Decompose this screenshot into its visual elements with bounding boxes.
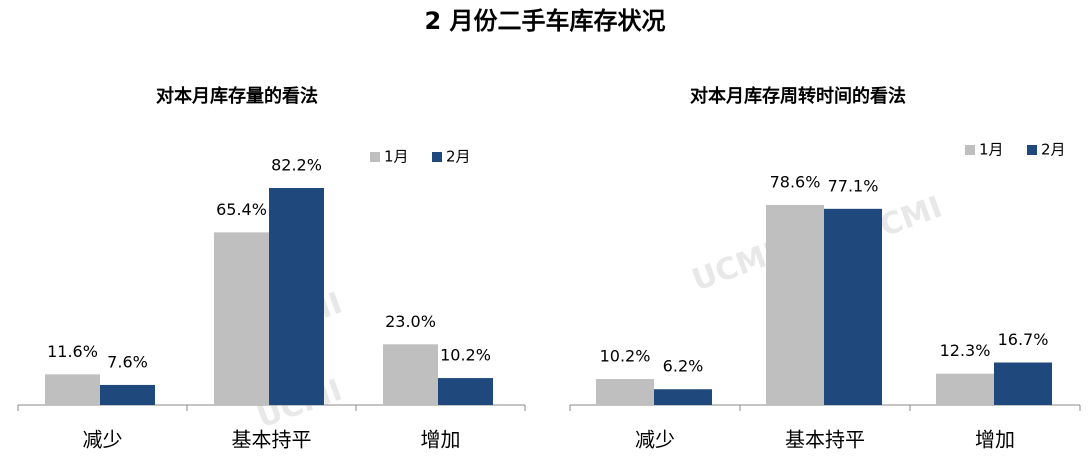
- chart-title: 对本月库存周转时间的看法: [690, 85, 906, 107]
- legend-swatch: [1027, 145, 1037, 155]
- data-label: 65.4%: [216, 200, 267, 219]
- data-label: 10.2%: [600, 347, 651, 366]
- bar: [100, 384, 155, 405]
- bar: [438, 378, 493, 405]
- page-title: 2 月份二手车库存状况: [424, 7, 665, 35]
- bar: [824, 208, 882, 405]
- legend-label: 1月: [979, 141, 1004, 159]
- data-label: 77.1%: [828, 176, 879, 195]
- legend-swatch: [432, 152, 442, 162]
- bar: [383, 344, 438, 405]
- legend-label: 1月: [384, 148, 409, 166]
- x-tick-label: 减少: [83, 428, 123, 452]
- chart-title: 对本月库存量的看法: [156, 85, 318, 107]
- legend-swatch: [965, 145, 975, 155]
- bar: [214, 232, 269, 405]
- data-label: 10.2%: [440, 346, 491, 365]
- data-label: 6.2%: [663, 357, 704, 376]
- data-label: 82.2%: [271, 156, 322, 175]
- data-label: 12.3%: [940, 341, 991, 360]
- x-tick-label: 增加: [975, 428, 1015, 452]
- x-tick-label: 基本持平: [232, 428, 312, 452]
- data-label: 11.6%: [47, 342, 98, 361]
- legend-label: 2月: [446, 148, 471, 166]
- x-tick-label: 基本持平: [785, 428, 865, 452]
- bar: [936, 373, 994, 405]
- bar: [269, 188, 324, 405]
- data-label: 7.6%: [107, 352, 148, 371]
- bar: [654, 389, 712, 405]
- x-tick-label: 减少: [635, 428, 675, 452]
- data-label: 16.7%: [998, 330, 1049, 349]
- bar: [766, 205, 824, 405]
- bar: [45, 374, 100, 405]
- x-tick-label: 增加: [421, 428, 461, 452]
- data-label: 23.0%: [385, 312, 436, 331]
- legend-label: 2月: [1041, 141, 1066, 159]
- bar: [994, 362, 1052, 405]
- bar: [596, 379, 654, 405]
- data-label: 78.6%: [770, 173, 821, 192]
- legend-swatch: [370, 152, 380, 162]
